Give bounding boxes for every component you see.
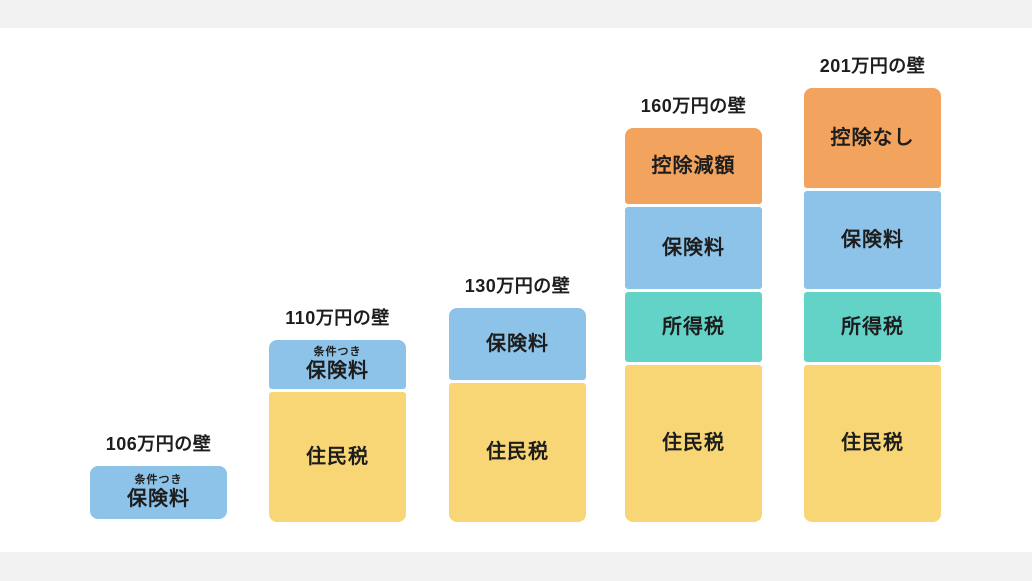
segment-label: 住民税 [662, 432, 725, 454]
bar-segment: 控除減額 [625, 128, 762, 204]
bar-column-160: 160万円の壁 控除減額保険料所得税住民税 [625, 92, 762, 522]
bar-column-130: 130万円の壁 保険料住民税 [449, 272, 586, 522]
bar-segment: 所得税 [625, 292, 762, 362]
segment-label: 所得税 [841, 315, 904, 338]
bar-stack: 条件つき 保険料 [90, 466, 227, 519]
segment-label: 所得税 [662, 315, 725, 338]
bar-stack: 控除なし保険料所得税住民税 [804, 88, 941, 522]
segment-label: 控除減額 [651, 154, 736, 177]
bar-title: 110万円の壁 [285, 308, 390, 328]
bar-segment: 住民税 [449, 383, 586, 522]
segment-label: 住民税 [306, 445, 369, 468]
bar-stack: 条件つき 保険料住民税 [269, 340, 406, 522]
bar-title: 106万円の壁 [105, 434, 212, 454]
segment-label: 住民税 [841, 432, 904, 454]
bar-segment: 所得税 [804, 292, 941, 362]
letterbox-top [0, 0, 1032, 28]
segment-sublabel: 条件つき [313, 346, 362, 359]
segment-label: 住民税 [486, 441, 549, 463]
letterbox-bottom [0, 552, 1032, 581]
segment-label: 保険料 [662, 236, 725, 259]
bar-segment: 住民税 [625, 365, 762, 522]
bar-stack: 保険料 住民税 [449, 308, 586, 522]
bar-title: 130万円の壁 [464, 276, 571, 296]
segment-label: 保険料 [841, 228, 904, 251]
bar-segment: 保険料 [449, 308, 586, 380]
bar-segment: 条件つき 保険料 [90, 466, 227, 519]
bar-segment: 住民税 [804, 365, 941, 522]
bar-column-201: 201万円の壁 控除なし保険料所得税住民税 [804, 52, 941, 522]
segment-label: 保険料 [306, 359, 369, 382]
bar-title: 160万円の壁 [640, 96, 747, 116]
bar-segment: 保険料 [625, 207, 762, 289]
bar-segment: 控除なし [804, 88, 941, 188]
bar-segment: 保険料 [804, 191, 941, 289]
segment-label: 保険料 [486, 332, 549, 355]
bar-stack: 控除減額保険料所得税住民税 [625, 128, 762, 522]
bar-column-106: 106万円の壁条件つき 保険料 [90, 430, 227, 519]
bar-segment: 条件つき 保険料 [269, 340, 406, 389]
segment-sublabel: 条件つき [134, 474, 183, 487]
bar-segment: 住民税 [269, 392, 406, 522]
segment-label: 保険料 [127, 487, 190, 510]
bar-title: 201万円の壁 [819, 56, 926, 76]
segment-label: 控除なし [830, 126, 915, 149]
bar-column-110: 110万円の壁条件つき 保険料住民税 [269, 304, 406, 522]
